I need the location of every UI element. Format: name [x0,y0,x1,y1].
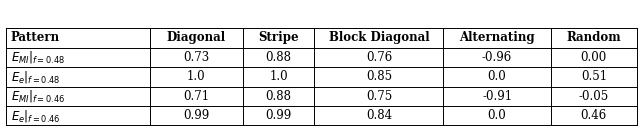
Text: 0.51: 0.51 [580,70,607,83]
Text: 0.46: 0.46 [580,109,607,122]
Text: -0.05: -0.05 [579,90,609,103]
Text: Block Diagonal: Block Diagonal [328,31,429,44]
Text: 0.73: 0.73 [183,51,209,64]
Text: Alternating: Alternating [460,31,535,44]
Text: 0.88: 0.88 [266,51,292,64]
Text: -0.91: -0.91 [482,90,512,103]
Text: 0.85: 0.85 [366,70,392,83]
Text: $E_e|_{f=0.46}$: $E_e|_{f=0.46}$ [11,108,61,124]
Text: 0.84: 0.84 [366,109,392,122]
Text: 1.0: 1.0 [187,70,205,83]
Text: 0.0: 0.0 [488,70,506,83]
Text: Stripe: Stripe [259,31,299,44]
Text: 0.88: 0.88 [266,90,292,103]
Text: Random: Random [566,31,621,44]
Text: 0.99: 0.99 [266,109,292,122]
Text: 0.0: 0.0 [488,109,506,122]
Text: 0.00: 0.00 [580,51,607,64]
Text: Pattern: Pattern [11,31,60,44]
Text: $E_{MI}|_{f=0.48}$: $E_{MI}|_{f=0.48}$ [11,49,65,65]
Text: 0.76: 0.76 [366,51,392,64]
Text: 0.99: 0.99 [183,109,209,122]
Text: Diagonal: Diagonal [166,31,226,44]
Text: 0.71: 0.71 [183,90,209,103]
Text: $E_{MI}|_{f=0.46}$: $E_{MI}|_{f=0.46}$ [11,88,65,104]
Text: -0.96: -0.96 [482,51,512,64]
Text: $E_e|_{f=0.48}$: $E_e|_{f=0.48}$ [11,69,61,85]
Text: 1.0: 1.0 [269,70,288,83]
Text: 0.75: 0.75 [366,90,392,103]
